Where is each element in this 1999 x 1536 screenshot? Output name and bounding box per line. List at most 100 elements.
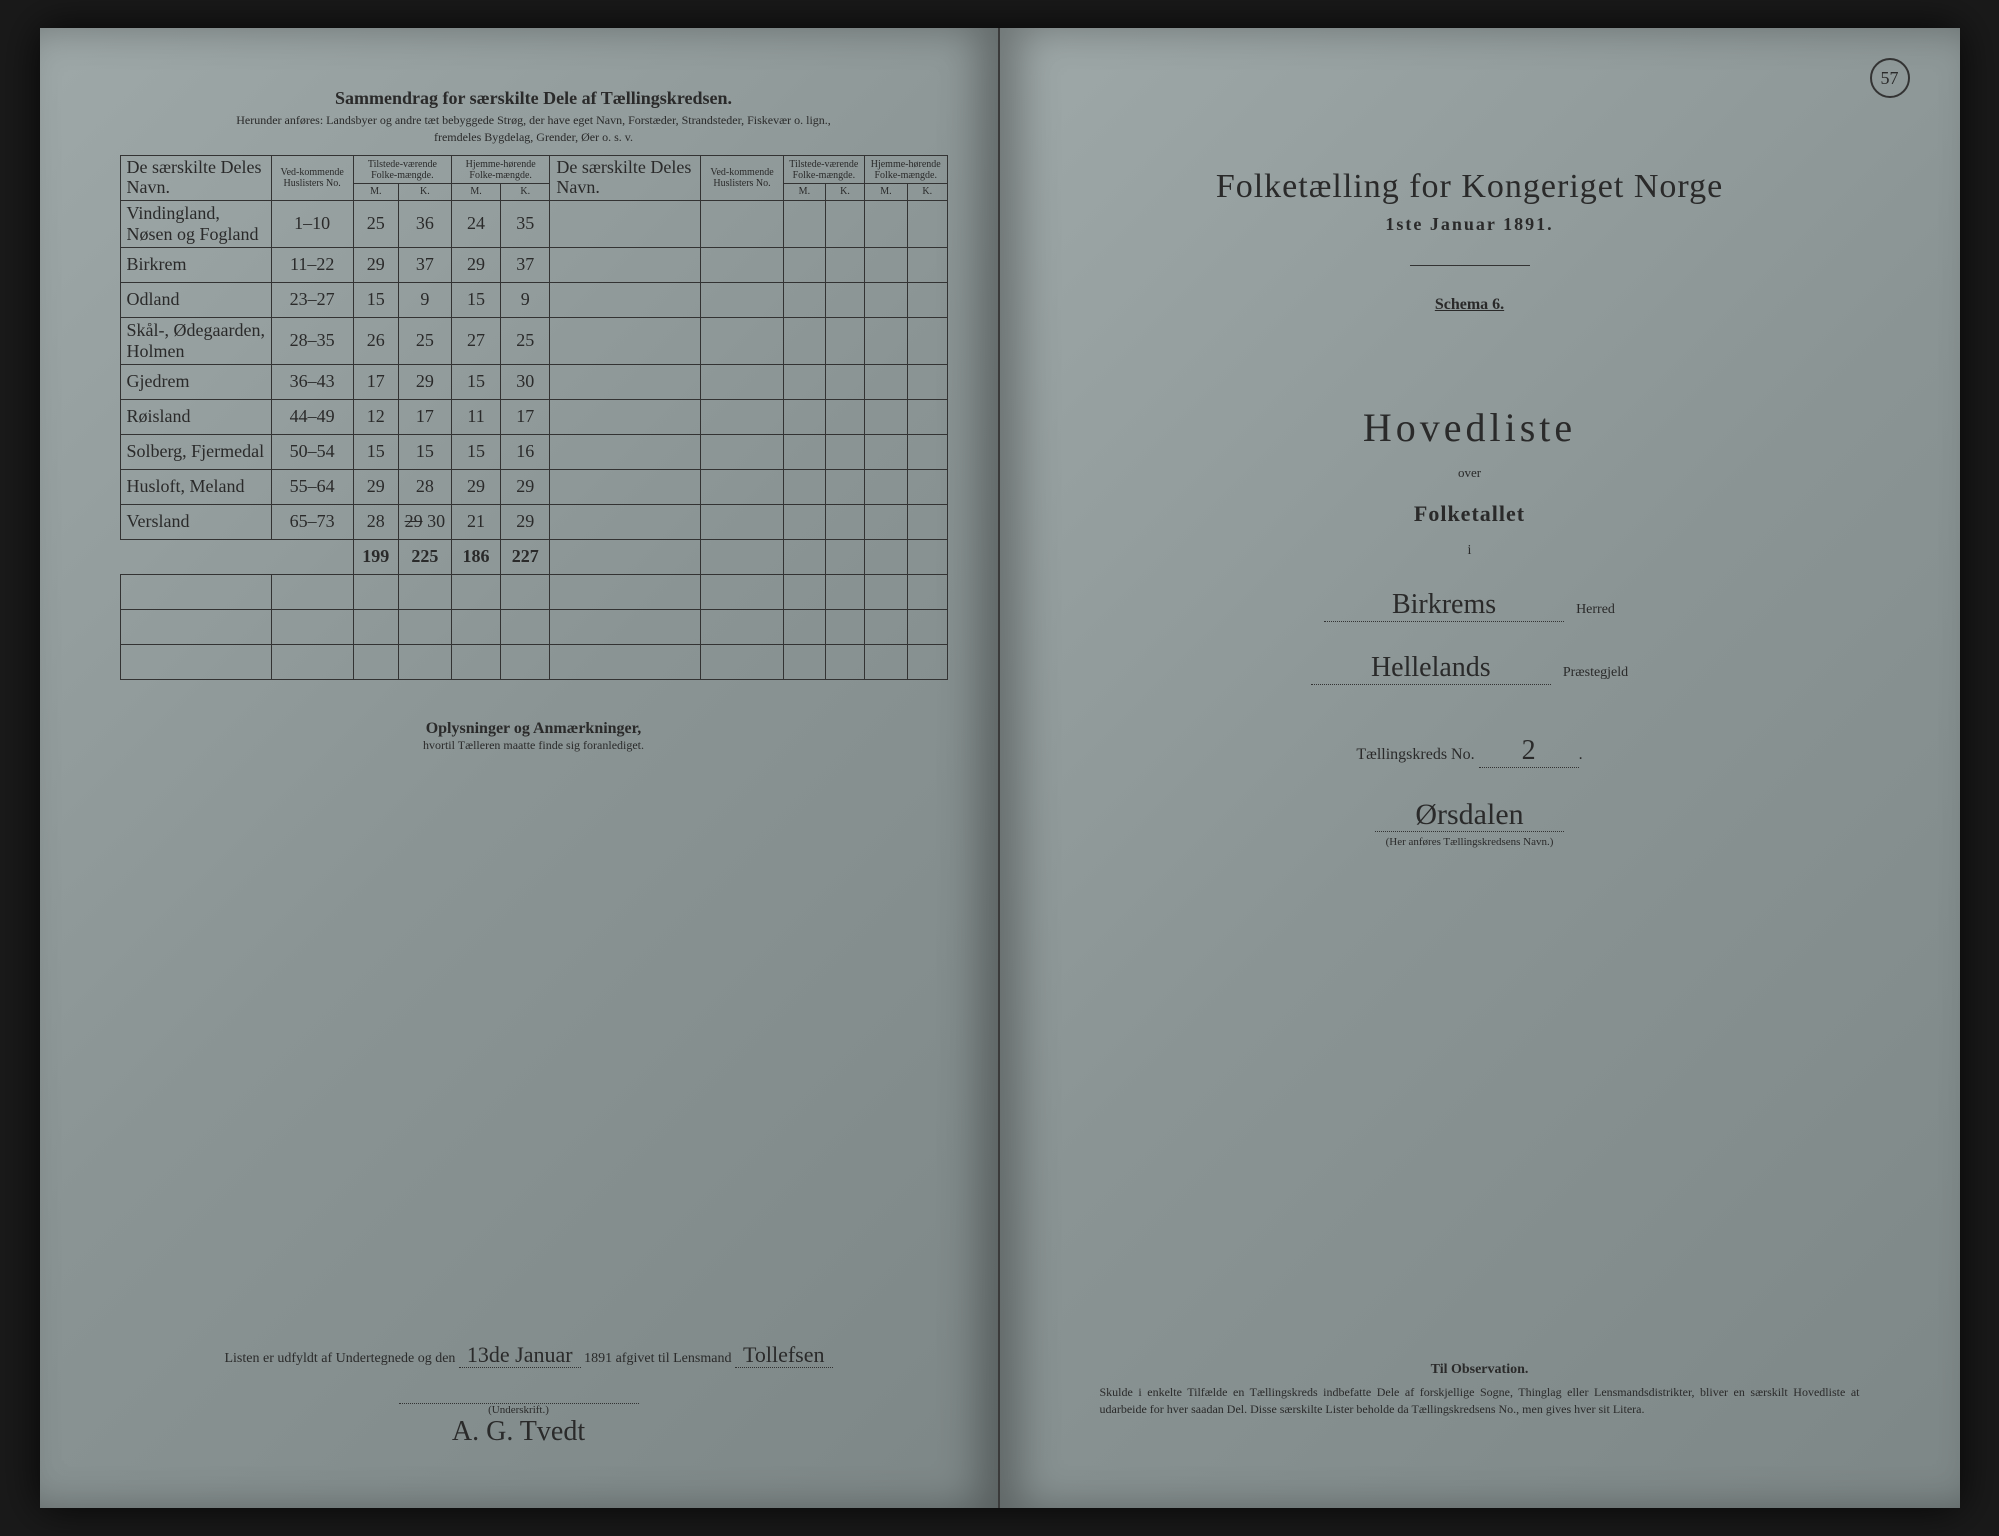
cell-empty <box>550 574 701 609</box>
kreds-sub: (Her anføres Tællingskredsens Navn.) <box>1060 836 1880 848</box>
cell-empty <box>501 609 550 644</box>
th-hjemme-2: Hjemme-hørende Folke-mængde. <box>864 156 947 184</box>
signature: A. G. Tvedt <box>40 1416 998 1448</box>
th-hjemme: Hjemme-hørende Folke-mængde. <box>451 156 549 184</box>
cell-empty <box>701 539 783 574</box>
cell-no: 65–73 <box>271 504 353 539</box>
cell-empty <box>907 469 947 504</box>
hovedliste: Hovedliste <box>1060 404 1880 451</box>
table-row: Solberg, Fjermedal 50–54 15 15 15 16 <box>120 434 947 469</box>
cell-empty <box>120 644 271 679</box>
cell-empty <box>550 434 701 469</box>
cell-name: Odland <box>120 282 271 317</box>
census-table: De særskilte Deles Navn. Ved-kommende Hu… <box>120 155 948 680</box>
cell-tk: 28 <box>398 469 451 504</box>
cell-hm: 29 <box>451 469 500 504</box>
list-text-1: Listen er udfyldt af Undertegnede og den <box>224 1351 455 1366</box>
cell-tm: 29 <box>353 247 398 282</box>
book-spread: Sammendrag for særskilte Dele af Tælling… <box>40 28 1960 1508</box>
cell-empty <box>783 399 825 434</box>
cell-empty <box>120 539 271 574</box>
cell-hm: 11 <box>451 399 500 434</box>
cell-empty <box>826 539 865 574</box>
cell-empty <box>783 247 825 282</box>
cell-tm: 12 <box>353 399 398 434</box>
cell-empty <box>550 469 701 504</box>
prestegjeld-line: Hellelands Præstegjeld <box>1060 652 1880 685</box>
cell-empty <box>701 469 783 504</box>
cell-hm: 27 <box>451 317 500 364</box>
cell-empty <box>907 504 947 539</box>
cell-empty <box>864 282 907 317</box>
table-row: Birkrem 11–22 29 37 29 37 <box>120 247 947 282</box>
cell-name: Vindingland, Nøsen og Fogland <box>120 200 271 247</box>
over-label: over <box>1060 465 1880 481</box>
footer-line: Listen er udfyldt af Undertegnede og den… <box>120 1342 938 1368</box>
table-row <box>120 609 947 644</box>
cell-empty <box>907 364 947 399</box>
cell-empty <box>271 539 353 574</box>
table-row: Husloft, Meland 55–64 29 28 29 29 <box>120 469 947 504</box>
observation-block: Til Observation. Skulde i enkelte Tilfæl… <box>1100 1362 1860 1418</box>
cell-tm: 25 <box>353 200 398 247</box>
left-page: Sammendrag for særskilte Dele af Tælling… <box>40 28 1000 1508</box>
sum-hk: 227 <box>501 539 550 574</box>
kreds-no-line: Tællingskreds No. 2. <box>1060 735 1880 768</box>
cell-empty <box>550 282 701 317</box>
cell-empty <box>701 364 783 399</box>
cell-empty <box>398 609 451 644</box>
th-m: M. <box>353 184 398 201</box>
th-m: M. <box>783 184 825 201</box>
th-tilstede: Tilstede-værende Folke-mængde. <box>353 156 451 184</box>
cell-empty <box>701 574 783 609</box>
cell-empty <box>907 399 947 434</box>
cell-no: 1–10 <box>271 200 353 247</box>
cell-tm: 29 <box>353 469 398 504</box>
cell-empty <box>701 200 783 247</box>
cell-no: 36–43 <box>271 364 353 399</box>
cell-empty <box>826 609 865 644</box>
table-row <box>120 644 947 679</box>
cell-name: Røisland <box>120 399 271 434</box>
cell-empty <box>398 644 451 679</box>
cell-empty <box>907 644 947 679</box>
table-row <box>120 574 947 609</box>
cell-empty <box>864 364 907 399</box>
cell-name: Versland <box>120 504 271 539</box>
cell-empty <box>783 644 825 679</box>
cell-empty <box>451 574 500 609</box>
cell-empty <box>907 574 947 609</box>
cell-name: Gjedrem <box>120 364 271 399</box>
cell-empty <box>864 644 907 679</box>
cell-no: 44–49 <box>271 399 353 434</box>
cell-tm: 26 <box>353 317 398 364</box>
cell-tk: 29 <box>398 364 451 399</box>
cell-empty <box>826 469 865 504</box>
cell-empty <box>353 574 398 609</box>
cell-empty <box>826 364 865 399</box>
cell-tm: 17 <box>353 364 398 399</box>
cell-tk: 17 <box>398 399 451 434</box>
cell-empty <box>550 364 701 399</box>
signature-block: (Underskrift.) A. G. Tvedt <box>40 1403 998 1448</box>
cell-empty <box>907 317 947 364</box>
cell-name: Birkrem <box>120 247 271 282</box>
cell-empty <box>864 469 907 504</box>
cell-hm: 15 <box>451 434 500 469</box>
cell-empty <box>826 434 865 469</box>
section-subtitle-1: Herunder anføres: Landsbyer og andre tæt… <box>120 113 948 128</box>
th-k: K. <box>907 184 947 201</box>
cell-empty <box>907 539 947 574</box>
cell-hk: 37 <box>501 247 550 282</box>
cell-empty <box>451 609 500 644</box>
th-name-2: De særskilte Deles Navn. <box>550 156 701 201</box>
cell-no: 50–54 <box>271 434 353 469</box>
herred-hw: Birkrems <box>1324 589 1564 622</box>
section-title: Sammendrag for særskilte Dele af Tælling… <box>120 88 948 109</box>
cell-tk: 36 <box>398 200 451 247</box>
cell-empty <box>864 399 907 434</box>
cell-no: 11–22 <box>271 247 353 282</box>
cell-empty <box>783 574 825 609</box>
cell-empty <box>550 200 701 247</box>
cell-empty <box>783 469 825 504</box>
